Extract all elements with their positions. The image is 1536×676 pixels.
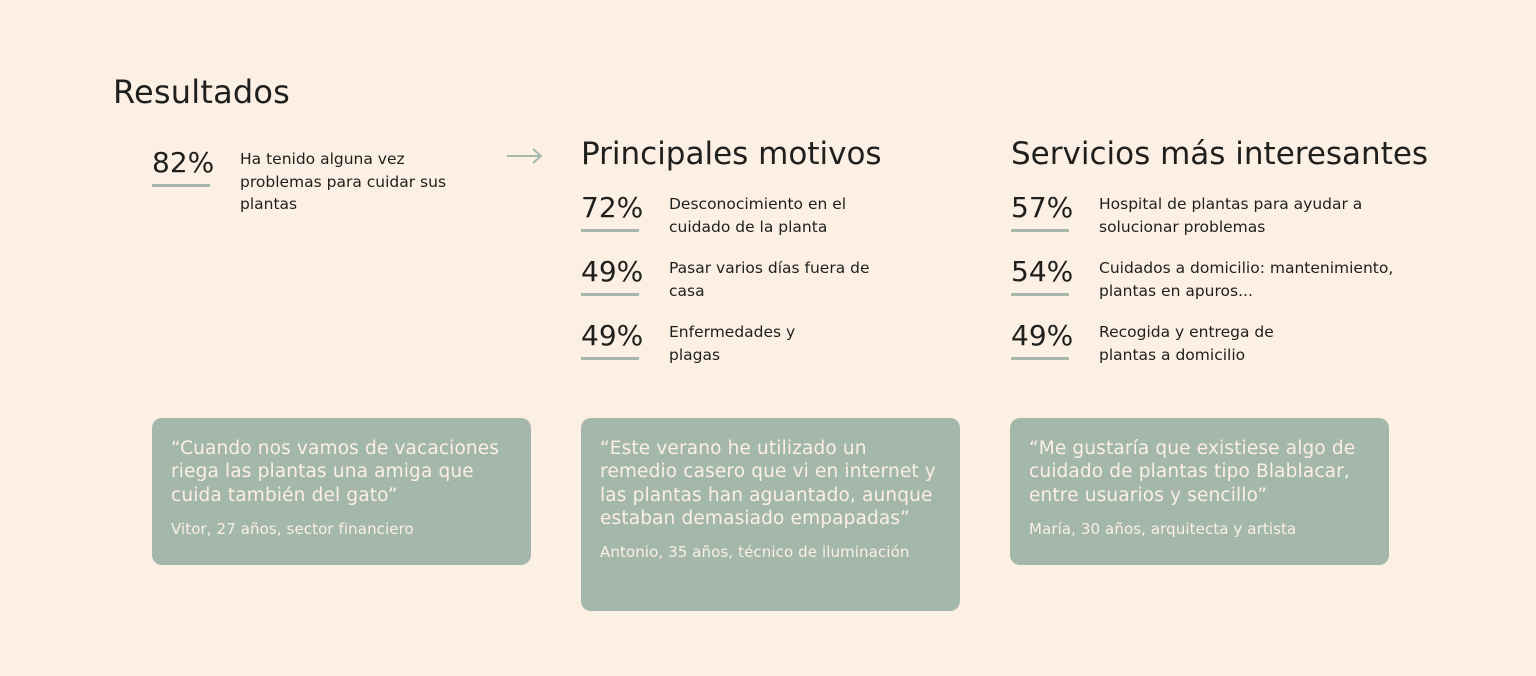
- motive-stat: 49% Pasar varios días fuera de casa: [581, 255, 911, 305]
- service-stat: 57% Hospital de plantas para ayudar a so…: [1011, 191, 1431, 241]
- quote-card: “Me gustaría que existiese algo de cuida…: [1010, 418, 1389, 565]
- percent-underline: [581, 293, 639, 296]
- service-description: Recogida y entrega de plantas a domicili…: [1099, 323, 1274, 364]
- percent-underline: [1011, 293, 1069, 296]
- overall-description: Ha tenido alguna vez problemas para cuid…: [240, 150, 447, 213]
- quote-card: “Cuando nos vamos de vacaciones riega la…: [152, 418, 531, 565]
- page-title: Resultados: [113, 73, 291, 111]
- motive-percent: 49%: [581, 255, 644, 288]
- motive-percent: 49%: [581, 319, 644, 352]
- quote-text: “Cuando nos vamos de vacaciones riega la…: [171, 438, 500, 506]
- quote-author: Antonio, 35 años, técnico de iluminación: [600, 543, 910, 562]
- percent-underline: [581, 229, 639, 232]
- motives-title: Principales motivos: [581, 136, 882, 172]
- percent-underline: [1011, 357, 1069, 360]
- quote-author: Vitor, 27 años, sector financiero: [171, 519, 414, 538]
- services-title: Servicios más interesantes: [1011, 136, 1429, 172]
- motive-description: Enfermedades y plagas: [669, 323, 796, 364]
- quote-text: “Este verano he utilizado un remedio cas…: [600, 438, 936, 529]
- service-stat: 49% Recogida y entrega de plantas a domi…: [1011, 319, 1431, 369]
- percent-underline: [152, 184, 210, 187]
- motive-description: Desconocimiento en el cuidado de la plan…: [669, 195, 847, 236]
- service-description: Hospital de plantas para ayudar a soluci…: [1099, 195, 1363, 236]
- overall-percent: 82%: [152, 146, 215, 179]
- service-percent: 49%: [1011, 319, 1074, 352]
- motive-stat: 72% Desconocimiento en el cuidado de la …: [581, 191, 911, 241]
- service-percent: 57%: [1011, 191, 1074, 224]
- percent-underline: [1011, 229, 1069, 232]
- arrow-right-icon: [507, 148, 543, 164]
- motive-percent: 72%: [581, 191, 644, 224]
- service-percent: 54%: [1011, 255, 1074, 288]
- service-description: Cuidados a domicilio: mantenimiento, pla…: [1099, 259, 1394, 300]
- overall-stat: 82% Ha tenido alguna vez problemas para …: [152, 146, 482, 216]
- quote-card: “Este verano he utilizado un remedio cas…: [581, 418, 960, 611]
- quote-text: “Me gustaría que existiese algo de cuida…: [1029, 438, 1356, 506]
- motive-description: Pasar varios días fuera de casa: [669, 259, 870, 300]
- motive-stat: 49% Enfermedades y plagas: [581, 319, 911, 369]
- service-stat: 54% Cuidados a domicilio: mantenimiento,…: [1011, 255, 1431, 305]
- quote-author: María, 30 años, arquitecta y artista: [1029, 519, 1297, 538]
- percent-underline: [581, 357, 639, 360]
